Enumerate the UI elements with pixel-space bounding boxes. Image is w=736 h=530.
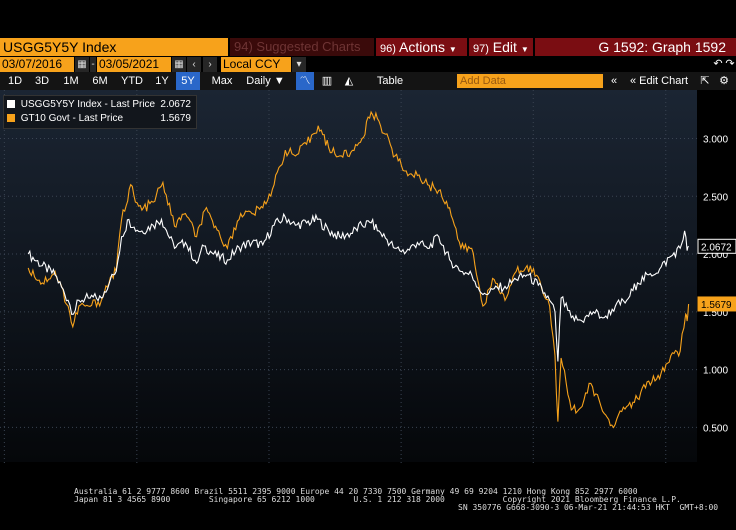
actions-number: 96) — [380, 43, 396, 55]
y-tick-label: 3.000 — [703, 135, 728, 146]
last-value-tag-box — [697, 296, 736, 312]
frequency-select[interactable]: Daily ▼ — [243, 72, 288, 90]
suggested-charts-button[interactable]: 94) Suggested Charts — [230, 38, 374, 56]
start-date-field[interactable]: 03/07/2016 — [0, 57, 74, 72]
last-value-tag-text: 2.0672 — [701, 242, 732, 253]
chevron-down-icon: ▼ — [448, 45, 457, 54]
footer-serial: SN 350776 G668-3090-3 06-Mar-21 21:44:53… — [458, 503, 719, 512]
undo-icon[interactable]: ↶ — [713, 58, 723, 70]
series-line-usgg5y5y — [27, 212, 689, 362]
y-tick-label: 2.000 — [703, 250, 728, 261]
bar-chart-icon[interactable]: ▥ — [321, 75, 333, 87]
footer-contacts-line1: Australia 61 2 9777 8600 Brazil 5511 239… — [74, 487, 638, 496]
y-axis-background — [697, 90, 736, 465]
dropdown-triangle-icon: ▼ — [273, 75, 285, 87]
legend-item-usgg5y5y[interactable]: USGG5Y5Y Index - Last Price 2.0672 — [7, 98, 193, 112]
edit-number: 97) — [473, 43, 489, 55]
edit-chart-label: Edit Chart — [639, 75, 689, 87]
chart-legend[interactable]: USGG5Y5Y Index - Last Price 2.0672 GT10 … — [3, 95, 197, 129]
add-data-input[interactable]: Add Data — [457, 74, 603, 88]
actions-label: Actions — [399, 39, 445, 55]
last-value-tag-box — [697, 238, 736, 254]
range-button-1y[interactable]: 1Y — [155, 75, 169, 87]
range-button-1d[interactable]: 1D — [7, 75, 23, 87]
cursor-icon[interactable]: ⇱ — [700, 75, 710, 87]
range-button-ytd[interactable]: YTD — [121, 75, 143, 87]
footer-contacts-line2: Japan 81 3 4565 8900 Singapore 65 6212 1… — [74, 495, 681, 504]
legend-label: GT10 Govt - Last Price — [20, 113, 124, 124]
legend-swatch — [7, 100, 15, 108]
collapse-icon[interactable]: « — [610, 75, 618, 87]
gear-icon[interactable]: ⚙ — [719, 75, 729, 87]
series-line-gt10 — [27, 110, 690, 429]
y-tick-label: 0.500 — [703, 423, 728, 434]
next-arrow-icon[interactable]: › — [203, 57, 217, 72]
currency-select[interactable]: Local CCY — [221, 57, 291, 72]
range-button-6m[interactable]: 6M — [92, 75, 108, 87]
legend-label: USGG5Y5Y Index - Last Price — [20, 99, 156, 110]
legend-value: 2.0672 — [160, 99, 191, 110]
y-tick-label: 1.500 — [703, 308, 728, 319]
mountain-chart-icon[interactable]: ◭ — [344, 75, 354, 87]
y-axis: 0.500 1.000 1.500 2.000 2.500 3.000 — [703, 135, 728, 435]
legend-value: 1.5679 — [160, 113, 191, 124]
plot-background — [0, 90, 697, 462]
edit-chart-button[interactable]: « Edit Chart — [624, 72, 694, 90]
grid — [0, 90, 697, 465]
range-button-5y[interactable]: 5Y — [176, 72, 200, 90]
last-value-tags: 2.0672 1.5679 — [697, 238, 736, 312]
date-separator: - — [90, 57, 96, 72]
x-axis-band — [0, 462, 736, 465]
redo-icon[interactable]: ↷ — [725, 58, 735, 70]
actions-menu-button[interactable]: 96) Actions ▼ — [376, 38, 467, 56]
series-lines — [27, 110, 690, 429]
y-tick-label: 1.000 — [703, 366, 728, 377]
legend-item-gt10[interactable]: GT10 Govt - Last Price 1.5679 — [7, 112, 193, 126]
edit-menu-button[interactable]: 97) Edit ▼ — [469, 38, 533, 56]
range-button-1m[interactable]: 1M — [63, 75, 79, 87]
line-chart-icon[interactable]: 〽 — [296, 72, 314, 90]
calendar-icon[interactable]: ▦ — [75, 57, 89, 72]
range-button-max[interactable]: Max — [211, 75, 233, 87]
chevron-down-icon: ▼ — [520, 45, 529, 54]
prev-arrow-icon[interactable]: ‹ — [187, 57, 201, 72]
price-chart[interactable]: 201620172018201920202021 0.5001.0001.500… — [0, 90, 736, 465]
frequency-label: Daily — [246, 75, 271, 87]
graph-title: G 1592: Graph 1592 — [535, 38, 736, 56]
range-button-3d[interactable]: 3D — [34, 75, 50, 87]
legend-swatch — [7, 114, 15, 122]
ticker-field[interactable]: USGG5Y5Y Index — [0, 38, 228, 56]
calendar-icon[interactable]: ▦ — [172, 57, 186, 72]
table-button[interactable]: Table — [376, 75, 404, 87]
end-date-field[interactable]: 03/05/2021 — [97, 57, 171, 72]
edit-label: Edit — [492, 39, 517, 55]
y-tick-label: 2.500 — [703, 192, 728, 203]
edit-chart-chevron-icon: « — [629, 75, 637, 87]
footer: Australia 61 2 9777 8600 Brazil 5511 239… — [0, 486, 736, 530]
last-value-tag-text: 1.5679 — [701, 300, 732, 311]
chevron-down-icon[interactable]: ▾ — [292, 57, 306, 72]
